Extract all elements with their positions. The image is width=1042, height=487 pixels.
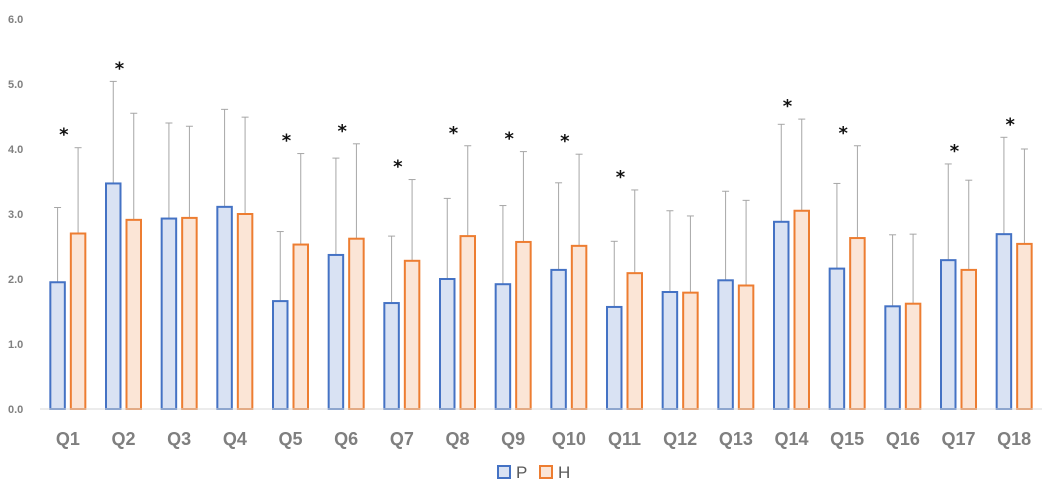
x-tick-label: Q13 xyxy=(719,429,753,449)
x-tick-label: Q14 xyxy=(774,429,808,449)
significance-star: * xyxy=(1005,114,1015,135)
x-tick-label: Q11 xyxy=(608,429,641,449)
x-tick-label: Q3 xyxy=(167,429,191,449)
bar-p xyxy=(272,300,289,411)
bar-h xyxy=(181,216,198,410)
y-axis: 0.0 1.0 2.0 3.0 4.0 5.0 6.0 xyxy=(8,14,23,416)
y-tick-label: 6.0 xyxy=(8,14,23,26)
legend-swatch-p xyxy=(497,465,511,479)
bar-h xyxy=(515,240,532,410)
bar-p xyxy=(995,233,1013,410)
x-tick-label: Q5 xyxy=(278,429,302,449)
significance-star: * xyxy=(393,157,403,178)
bar-p xyxy=(773,220,790,410)
bar-h xyxy=(459,235,476,410)
x-tick-label: Q12 xyxy=(663,429,697,449)
bar-p xyxy=(550,268,567,410)
bar-h xyxy=(69,232,87,410)
x-tick-label: Q15 xyxy=(830,429,864,449)
y-tick-label: 1.0 xyxy=(8,339,23,351)
bars xyxy=(49,182,1033,411)
bar-p xyxy=(940,259,957,410)
significance-star: * xyxy=(59,125,69,146)
y-tick-label: 2.0 xyxy=(8,274,23,286)
error-bars xyxy=(54,80,1028,307)
legend-swatch-h xyxy=(539,465,553,479)
bar-h xyxy=(737,284,755,410)
x-tick-label: Q10 xyxy=(552,429,586,449)
bar-p xyxy=(661,291,679,410)
bar-p xyxy=(884,305,901,410)
bar-p xyxy=(49,281,66,410)
y-tick-label: 4.0 xyxy=(8,144,23,156)
significance-star: * xyxy=(282,131,292,152)
bar-h xyxy=(849,237,866,410)
bar-p xyxy=(160,217,178,410)
bar-p xyxy=(383,302,400,410)
x-tick-label: Q18 xyxy=(997,429,1031,449)
bar-h xyxy=(793,209,810,410)
significance-star: * xyxy=(783,96,793,117)
bar-p xyxy=(439,278,456,410)
bar-p xyxy=(606,305,623,411)
bar-h xyxy=(125,218,142,410)
bar-h xyxy=(292,243,309,410)
x-tick-label: Q16 xyxy=(886,429,920,449)
significance-star: * xyxy=(560,131,570,152)
significance-star: * xyxy=(950,141,960,162)
bar-h xyxy=(236,213,254,410)
x-tick-label: Q2 xyxy=(111,429,135,449)
y-tick-label: 3.0 xyxy=(8,209,23,221)
bar-p xyxy=(216,205,233,410)
y-tick-label: 0.0 xyxy=(8,404,23,416)
x-tick-label: Q1 xyxy=(56,429,80,449)
x-tick-label: Q8 xyxy=(445,429,469,449)
bar-p xyxy=(327,253,345,410)
bar-p xyxy=(494,283,512,411)
significance-star: * xyxy=(449,123,459,144)
significance-star: * xyxy=(504,129,514,150)
significance-star: * xyxy=(337,121,347,142)
bar-h xyxy=(570,244,588,410)
significance-markers: * * * * * * * * * * * * * xyxy=(59,58,1015,188)
bar-h xyxy=(348,237,365,410)
bar-h xyxy=(904,302,922,411)
legend-label-h: H xyxy=(558,463,570,482)
x-axis: Q1 Q2 Q3 Q4 Q5 Q6 Q7 Q8 Q9 Q10 Q11 Q12 Q13 Q14 Q15 Q16 Q… xyxy=(56,429,1031,449)
bar-h xyxy=(403,259,421,410)
bar-p xyxy=(717,279,734,410)
x-tick-label: Q17 xyxy=(941,429,975,449)
bar-p xyxy=(105,182,122,410)
x-tick-label: Q7 xyxy=(390,429,414,449)
bar-p xyxy=(828,267,846,410)
significance-star: * xyxy=(115,58,125,79)
y-tick-label: 5.0 xyxy=(8,79,23,91)
x-tick-label: Q6 xyxy=(334,429,358,449)
x-tick-label: Q9 xyxy=(501,429,525,449)
x-tick-label: Q4 xyxy=(223,429,247,449)
significance-star: * xyxy=(616,167,626,188)
bar-h xyxy=(960,268,977,410)
bar-h xyxy=(626,272,643,410)
bar-h xyxy=(1016,242,1033,410)
significance-star: * xyxy=(838,123,848,144)
bar-h xyxy=(682,291,699,410)
legend-label-p: P xyxy=(516,463,527,482)
